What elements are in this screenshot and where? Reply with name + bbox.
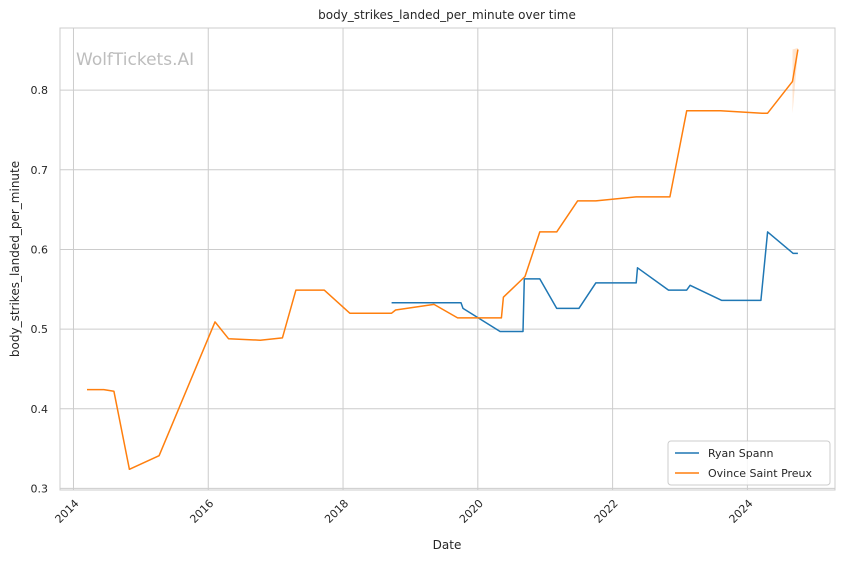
plot-area [59, 27, 836, 491]
x-tick-label: 2024 [727, 497, 756, 526]
legend: Ryan Spann Ovince Saint Preux [667, 440, 831, 486]
y-tick-label: 0.7 [31, 164, 49, 177]
series-line-ovince-saint-preux [87, 49, 799, 471]
legend-label-ovince-saint-preux: Ovince Saint Preux [708, 467, 813, 480]
chart-title: body_strikes_landed_per_minute over time [318, 8, 576, 22]
y-axis-label: body_strikes_landed_per_minute [8, 161, 22, 357]
series-lines [87, 49, 799, 471]
y-tick-label: 0.8 [31, 84, 49, 97]
legend-label-ryan-spann: Ryan Spann [708, 447, 773, 460]
x-tick-label: 2022 [592, 497, 621, 526]
y-tick-label: 0.6 [31, 243, 49, 256]
x-tick-label: 2018 [322, 497, 351, 526]
confidence-band [792, 47, 798, 114]
y-tick-label: 0.5 [31, 323, 49, 336]
confidence-band-area [792, 47, 798, 114]
y-tick-label: 0.3 [31, 482, 49, 495]
y-tick-label: 0.4 [31, 403, 49, 416]
series-line-ryan-spann [391, 231, 798, 333]
watermark: WolfTickets.AI [76, 50, 194, 70]
grid [60, 28, 835, 490]
legend-box [667, 440, 831, 486]
x-axis-label: Date [433, 538, 462, 552]
x-tick-labels: 2014 2016 2018 2020 2022 2024 [53, 497, 756, 526]
y-tick-labels: 0.3 0.4 0.5 0.6 0.7 0.8 [31, 84, 49, 495]
x-tick-label: 2014 [53, 497, 82, 526]
x-tick-label: 2016 [187, 497, 216, 526]
x-tick-label: 2020 [457, 497, 486, 526]
